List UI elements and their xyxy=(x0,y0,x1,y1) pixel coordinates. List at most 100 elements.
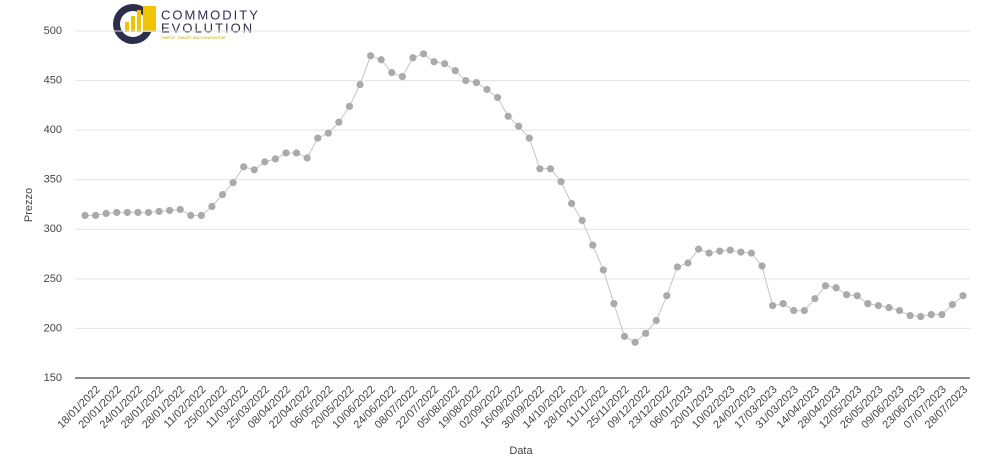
point xyxy=(568,199,576,208)
point xyxy=(271,155,280,163)
point xyxy=(768,302,777,310)
point xyxy=(694,245,703,253)
point xyxy=(388,69,396,77)
point xyxy=(419,50,428,58)
point xyxy=(610,300,618,308)
point xyxy=(218,190,227,199)
point xyxy=(885,304,893,312)
logo-name: EVOLUTION xyxy=(161,20,254,35)
point xyxy=(430,58,438,66)
point xyxy=(747,249,756,257)
logo-tagline: SIMPLE, SMART AND INNOVATIVE xyxy=(161,35,226,40)
point xyxy=(959,292,967,300)
point xyxy=(927,310,935,319)
logo-bar xyxy=(143,6,156,32)
point xyxy=(779,300,787,308)
y-tick-label: 350 xyxy=(44,174,62,186)
point xyxy=(356,80,364,89)
point xyxy=(948,301,957,309)
point xyxy=(123,208,131,217)
point xyxy=(166,206,174,215)
point xyxy=(737,248,745,256)
point xyxy=(906,311,914,320)
point xyxy=(652,316,660,325)
point xyxy=(631,338,639,346)
point xyxy=(853,292,861,300)
x-axis-title: Data xyxy=(509,445,533,457)
point xyxy=(324,129,332,137)
logo-bar xyxy=(137,10,141,32)
point xyxy=(472,78,480,87)
point xyxy=(557,178,565,186)
point xyxy=(895,306,904,315)
point xyxy=(684,259,692,267)
point xyxy=(134,208,142,217)
point xyxy=(303,154,311,162)
point xyxy=(91,211,100,220)
point xyxy=(176,205,184,214)
logo: COMMODITY EVOLUTION SIMPLE, SMART AND IN… xyxy=(113,4,260,44)
point xyxy=(462,76,470,85)
point xyxy=(113,208,121,217)
point xyxy=(938,310,946,319)
point xyxy=(208,202,216,211)
point xyxy=(282,149,290,157)
point xyxy=(314,134,322,142)
point xyxy=(144,208,153,217)
y-tick-label: 450 xyxy=(44,74,62,86)
point xyxy=(377,56,385,64)
point xyxy=(716,247,724,255)
point xyxy=(642,329,650,337)
point xyxy=(525,134,533,142)
line xyxy=(85,53,964,343)
point xyxy=(843,291,851,299)
y-tick-label: 500 xyxy=(44,25,62,37)
point xyxy=(800,306,808,315)
y-tick-label: 150 xyxy=(44,372,62,384)
point xyxy=(441,60,449,68)
point xyxy=(81,211,89,220)
point xyxy=(705,249,713,257)
point xyxy=(451,67,459,75)
point xyxy=(589,241,597,249)
point xyxy=(874,302,882,310)
point xyxy=(821,282,830,290)
point xyxy=(250,166,258,174)
point xyxy=(292,149,301,157)
point xyxy=(790,306,798,315)
point xyxy=(240,163,248,171)
y-axis-title: Prezzo xyxy=(23,188,35,222)
point xyxy=(620,332,629,340)
point xyxy=(599,266,607,274)
point xyxy=(229,179,237,187)
point xyxy=(335,118,343,126)
point xyxy=(726,246,734,254)
point xyxy=(864,300,872,308)
point xyxy=(102,209,110,218)
point xyxy=(155,207,163,216)
point xyxy=(917,312,925,321)
point xyxy=(409,54,417,62)
logo-bar xyxy=(131,16,135,32)
y-tick-label: 250 xyxy=(44,273,62,285)
point xyxy=(832,284,840,292)
logo-name: COMMODITY xyxy=(161,7,260,22)
point xyxy=(504,112,512,120)
point xyxy=(758,262,766,270)
point xyxy=(261,158,269,166)
point xyxy=(536,165,544,173)
y-tick-label: 200 xyxy=(44,322,62,334)
point xyxy=(663,292,671,300)
point xyxy=(673,263,681,271)
logo-bar xyxy=(125,22,129,32)
point xyxy=(811,295,819,303)
y-tick-label: 300 xyxy=(44,223,62,235)
point xyxy=(493,93,502,102)
point xyxy=(197,211,205,220)
point xyxy=(345,102,354,110)
point xyxy=(367,52,375,60)
y-tick-label: 400 xyxy=(44,124,62,136)
point xyxy=(515,122,523,130)
point xyxy=(398,73,406,81)
